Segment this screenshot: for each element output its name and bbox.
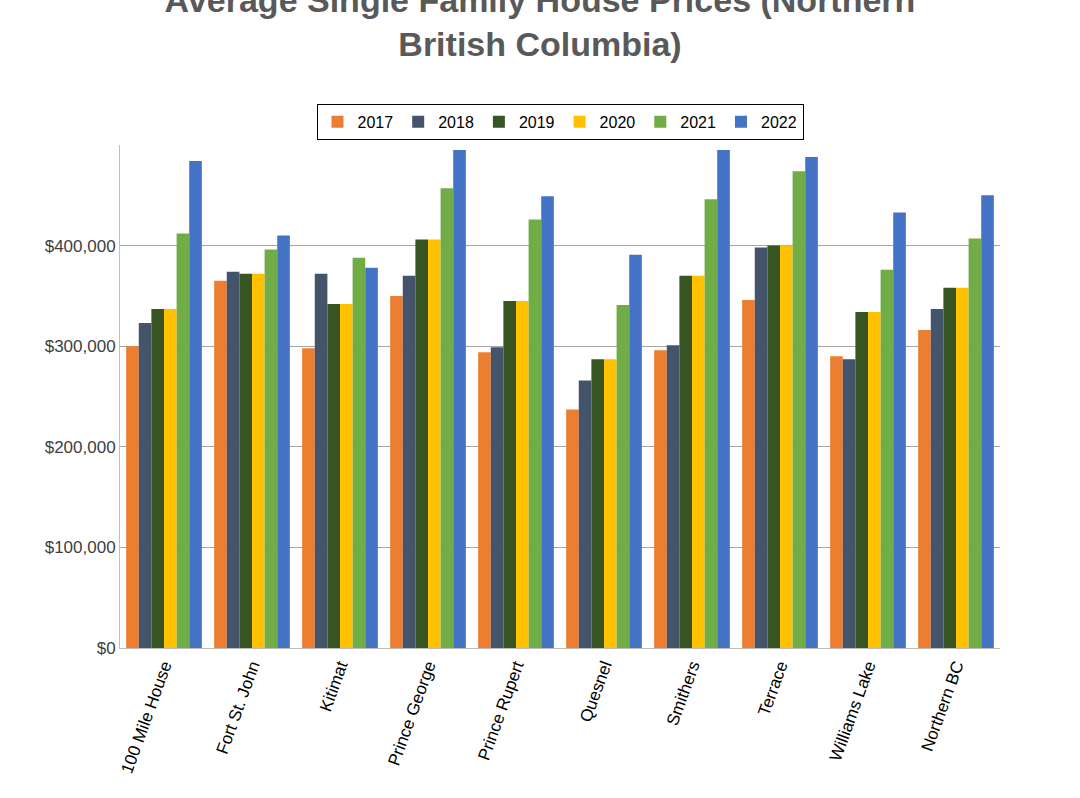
svg-text:2022: 2022 [761, 114, 797, 131]
svg-text:Prince George: Prince George [384, 659, 439, 769]
svg-text:$200,000: $200,000 [45, 438, 116, 457]
svg-text:$400,000: $400,000 [45, 237, 116, 256]
svg-text:Williams Lake: Williams Lake [826, 659, 880, 764]
svg-text:Average Single Family House Pr: Average Single Family House Prices (Nort… [165, 0, 916, 63]
svg-text:$0: $0 [97, 639, 116, 658]
svg-text:Quesnel: Quesnel [576, 659, 616, 725]
svg-text:2017: 2017 [358, 114, 394, 131]
svg-text:$300,000: $300,000 [45, 337, 116, 356]
svg-text:2019: 2019 [519, 114, 555, 131]
svg-text:Kitimat: Kitimat [316, 658, 352, 714]
svg-text:Prince Rupert: Prince Rupert [474, 658, 527, 762]
svg-text:2018: 2018 [438, 114, 474, 131]
svg-text:2021: 2021 [680, 114, 716, 131]
svg-text:2020: 2020 [600, 114, 636, 131]
svg-text:Terrace: Terrace [755, 659, 792, 719]
svg-text:Smithers: Smithers [663, 659, 704, 729]
svg-text:100 Mile House: 100 Mile House [117, 659, 175, 776]
svg-text:$100,000: $100,000 [45, 538, 116, 557]
svg-text:Fort St. John: Fort St. John [213, 659, 264, 757]
svg-text:Northern BC: Northern BC [918, 659, 968, 754]
